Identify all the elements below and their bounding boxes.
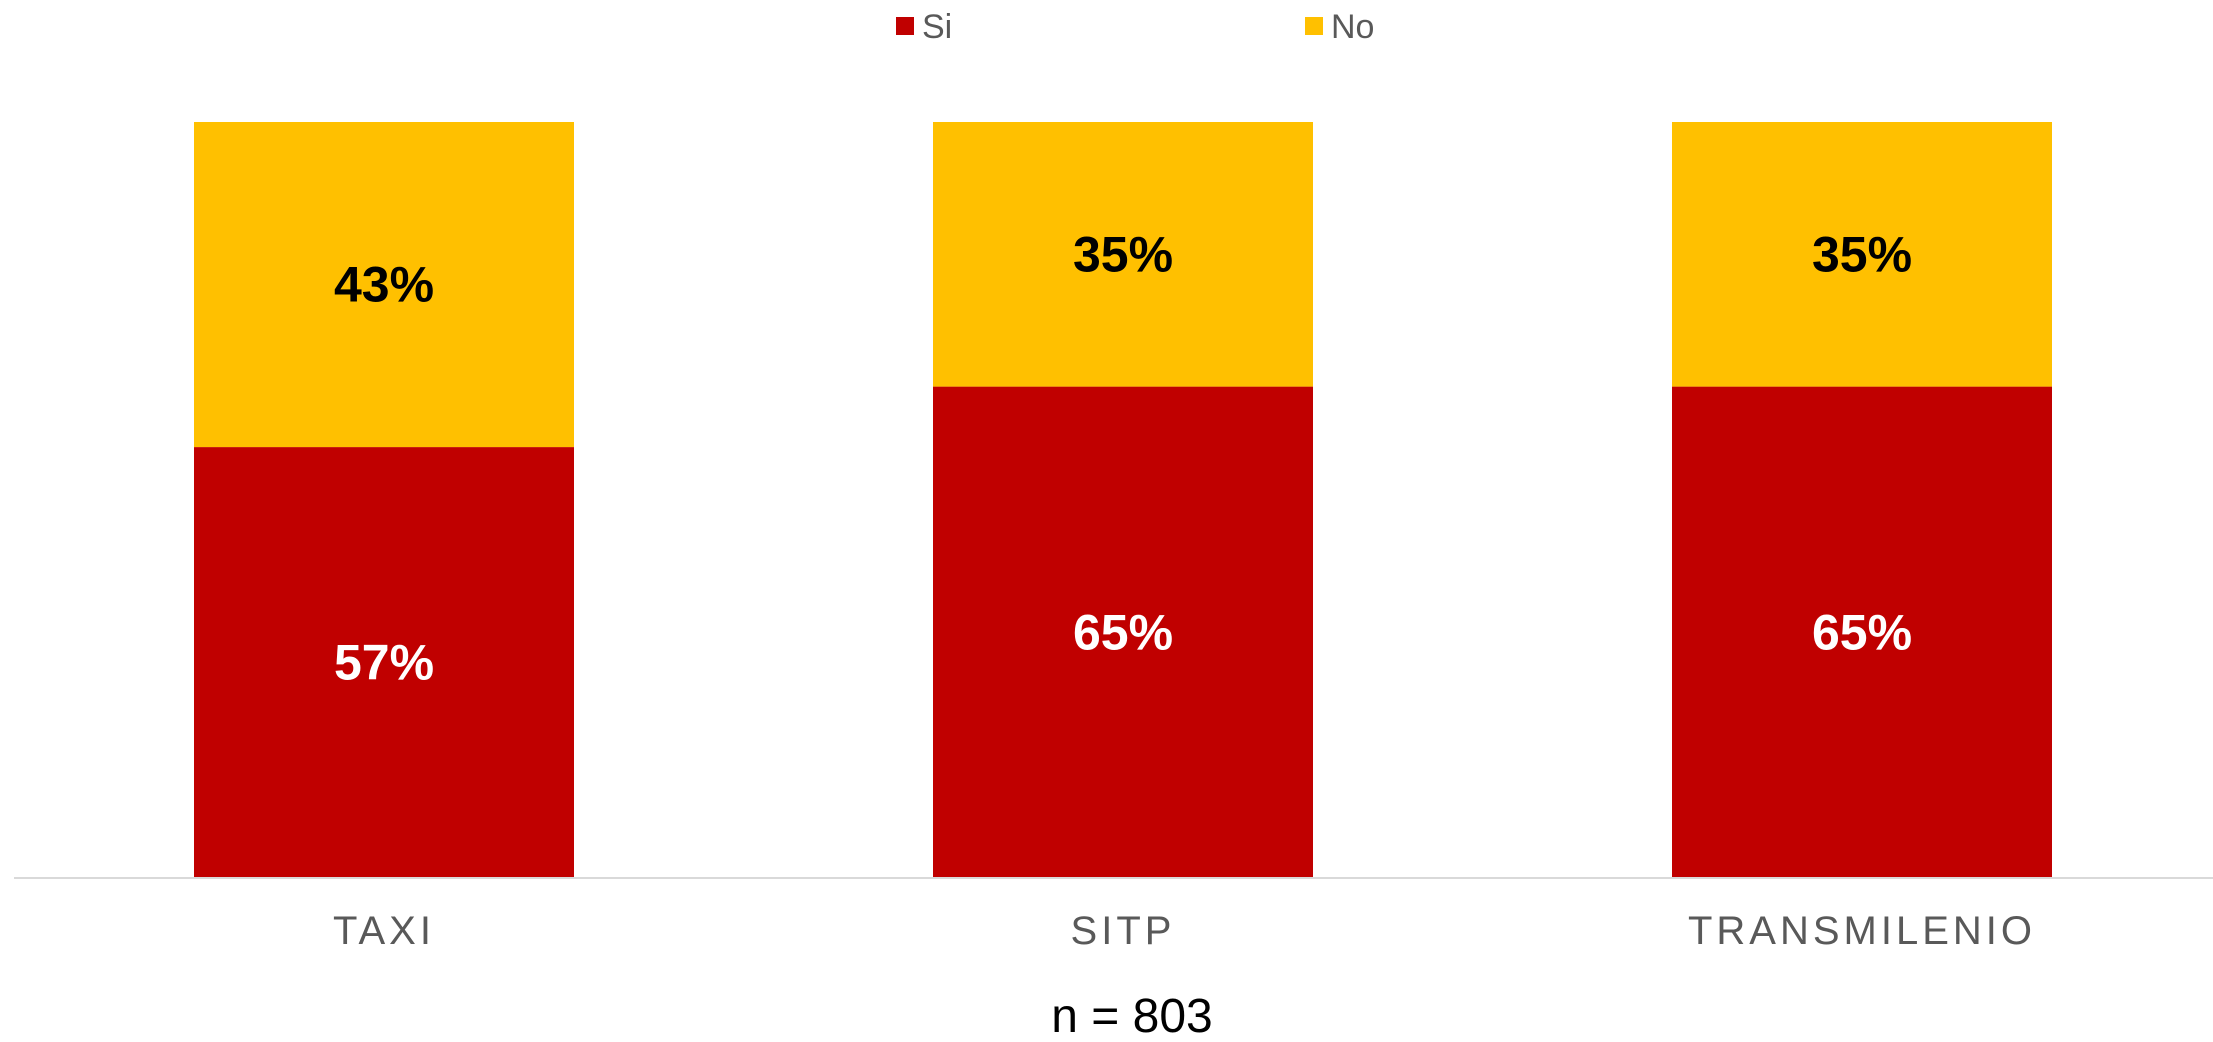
bar-taxi-si (194, 447, 574, 878)
bar-sitp-no (933, 122, 1313, 387)
category-label-taxi: TAXI (333, 909, 435, 953)
sample-size-note: n = 803 (1051, 990, 1212, 1037)
category-label-transmilenio: TRANSMILENIO (1688, 909, 2036, 953)
data-label-taxi-no: 43% (334, 257, 434, 313)
category-labels: TAXI SITP TRANSMILENIO (333, 909, 2036, 953)
legend-label-si: Si (922, 8, 952, 46)
legend-label-no: No (1331, 8, 1374, 46)
data-label-transmilenio-si: 65% (1812, 604, 1912, 660)
data-label-sitp-no: 35% (1073, 226, 1173, 282)
data-label-transmilenio-no: 35% (1812, 226, 1912, 282)
data-label-taxi-si: 57% (334, 635, 434, 691)
bar-transmilenio-no (1672, 122, 2052, 387)
category-label-sitp: SITP (1071, 909, 1176, 953)
legend-swatch-no (1305, 17, 1323, 35)
bar-sitp-si (933, 386, 1313, 878)
data-label-sitp-si: 65% (1073, 604, 1173, 660)
legend-swatch-si (896, 17, 914, 35)
legend: Si No (896, 8, 1374, 46)
bar-taxi-no (194, 122, 574, 448)
bar-transmilenio-si (1672, 386, 2052, 878)
bars: 57% 43% 65% 35% 65% 35% (194, 122, 2052, 878)
